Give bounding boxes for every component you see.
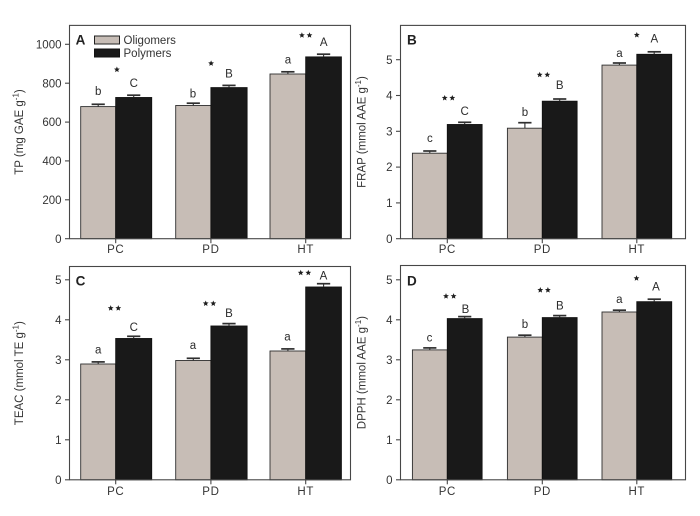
svg-text:a: a bbox=[616, 48, 623, 60]
svg-text:D: D bbox=[407, 273, 417, 288]
svg-text:1: 1 bbox=[386, 435, 392, 447]
svg-text:B: B bbox=[225, 308, 233, 320]
svg-text:b: b bbox=[522, 319, 528, 331]
svg-text:PC: PC bbox=[107, 486, 124, 498]
svg-text:PD: PD bbox=[202, 244, 219, 256]
svg-text:2: 2 bbox=[386, 395, 392, 407]
svg-text:a: a bbox=[284, 332, 291, 344]
svg-text:4: 4 bbox=[55, 315, 62, 327]
svg-text:B: B bbox=[556, 300, 564, 312]
svg-text:a: a bbox=[285, 55, 292, 67]
svg-text:Oligomers: Oligomers bbox=[124, 35, 177, 47]
svg-text:PD: PD bbox=[534, 486, 551, 498]
svg-text:800: 800 bbox=[42, 78, 61, 90]
svg-text:3: 3 bbox=[386, 126, 392, 138]
svg-text:0: 0 bbox=[55, 475, 61, 487]
svg-text:5: 5 bbox=[386, 275, 392, 287]
svg-text:PD: PD bbox=[534, 244, 551, 256]
svg-text:b: b bbox=[522, 107, 528, 119]
svg-text:FRAP (mmol AAE g-1): FRAP (mmol AAE g-1) bbox=[354, 76, 369, 188]
svg-text:B: B bbox=[556, 80, 564, 92]
svg-text:1000: 1000 bbox=[36, 39, 62, 51]
svg-text:0: 0 bbox=[386, 234, 392, 246]
svg-text:DPPH (mmol AAE g-1): DPPH (mmol AAE g-1) bbox=[354, 316, 369, 429]
svg-text:B: B bbox=[225, 68, 233, 80]
svg-text:2: 2 bbox=[55, 395, 61, 407]
svg-text:HT: HT bbox=[297, 244, 314, 256]
svg-text:5: 5 bbox=[55, 275, 61, 287]
svg-text:b: b bbox=[190, 89, 196, 101]
svg-text:A: A bbox=[650, 34, 658, 46]
svg-text:c: c bbox=[427, 133, 433, 145]
svg-text:C: C bbox=[461, 106, 469, 118]
svg-text:A: A bbox=[76, 32, 86, 47]
svg-text:Polymers: Polymers bbox=[124, 48, 172, 60]
svg-text:3: 3 bbox=[55, 355, 61, 367]
svg-text:PC: PC bbox=[439, 486, 456, 498]
svg-text:TEAC (mmol TE g-1): TEAC (mmol TE g-1) bbox=[11, 321, 26, 425]
svg-text:PD: PD bbox=[202, 486, 219, 498]
svg-text:A: A bbox=[652, 282, 660, 294]
svg-text:200: 200 bbox=[42, 195, 61, 207]
svg-text:a: a bbox=[616, 294, 623, 306]
svg-text:A: A bbox=[320, 37, 328, 49]
svg-text:C: C bbox=[130, 322, 138, 334]
svg-text:b: b bbox=[95, 86, 101, 98]
svg-text:1: 1 bbox=[386, 198, 392, 210]
svg-text:A: A bbox=[320, 270, 328, 282]
svg-text:PC: PC bbox=[107, 244, 124, 256]
svg-text:C: C bbox=[76, 273, 86, 288]
svg-text:400: 400 bbox=[42, 156, 61, 168]
svg-text:B: B bbox=[462, 304, 470, 316]
svg-text:a: a bbox=[190, 340, 197, 352]
svg-text:600: 600 bbox=[42, 117, 61, 129]
svg-text:1: 1 bbox=[55, 435, 61, 447]
svg-text:HT: HT bbox=[629, 486, 646, 498]
svg-text:HT: HT bbox=[629, 244, 646, 256]
svg-text:B: B bbox=[407, 32, 417, 47]
svg-text:TP (mg GAE g-1): TP (mg GAE g-1) bbox=[11, 89, 26, 175]
svg-text:c: c bbox=[427, 333, 433, 345]
svg-text:3: 3 bbox=[386, 355, 392, 367]
svg-text:2: 2 bbox=[386, 162, 392, 174]
svg-text:4: 4 bbox=[386, 315, 393, 327]
svg-text:0: 0 bbox=[55, 234, 61, 246]
svg-text:5: 5 bbox=[386, 55, 392, 67]
svg-text:4: 4 bbox=[386, 91, 393, 103]
svg-text:PC: PC bbox=[439, 244, 456, 256]
svg-text:a: a bbox=[95, 345, 102, 357]
svg-text:0: 0 bbox=[386, 475, 392, 487]
svg-text:C: C bbox=[130, 78, 138, 90]
svg-text:HT: HT bbox=[297, 486, 314, 498]
